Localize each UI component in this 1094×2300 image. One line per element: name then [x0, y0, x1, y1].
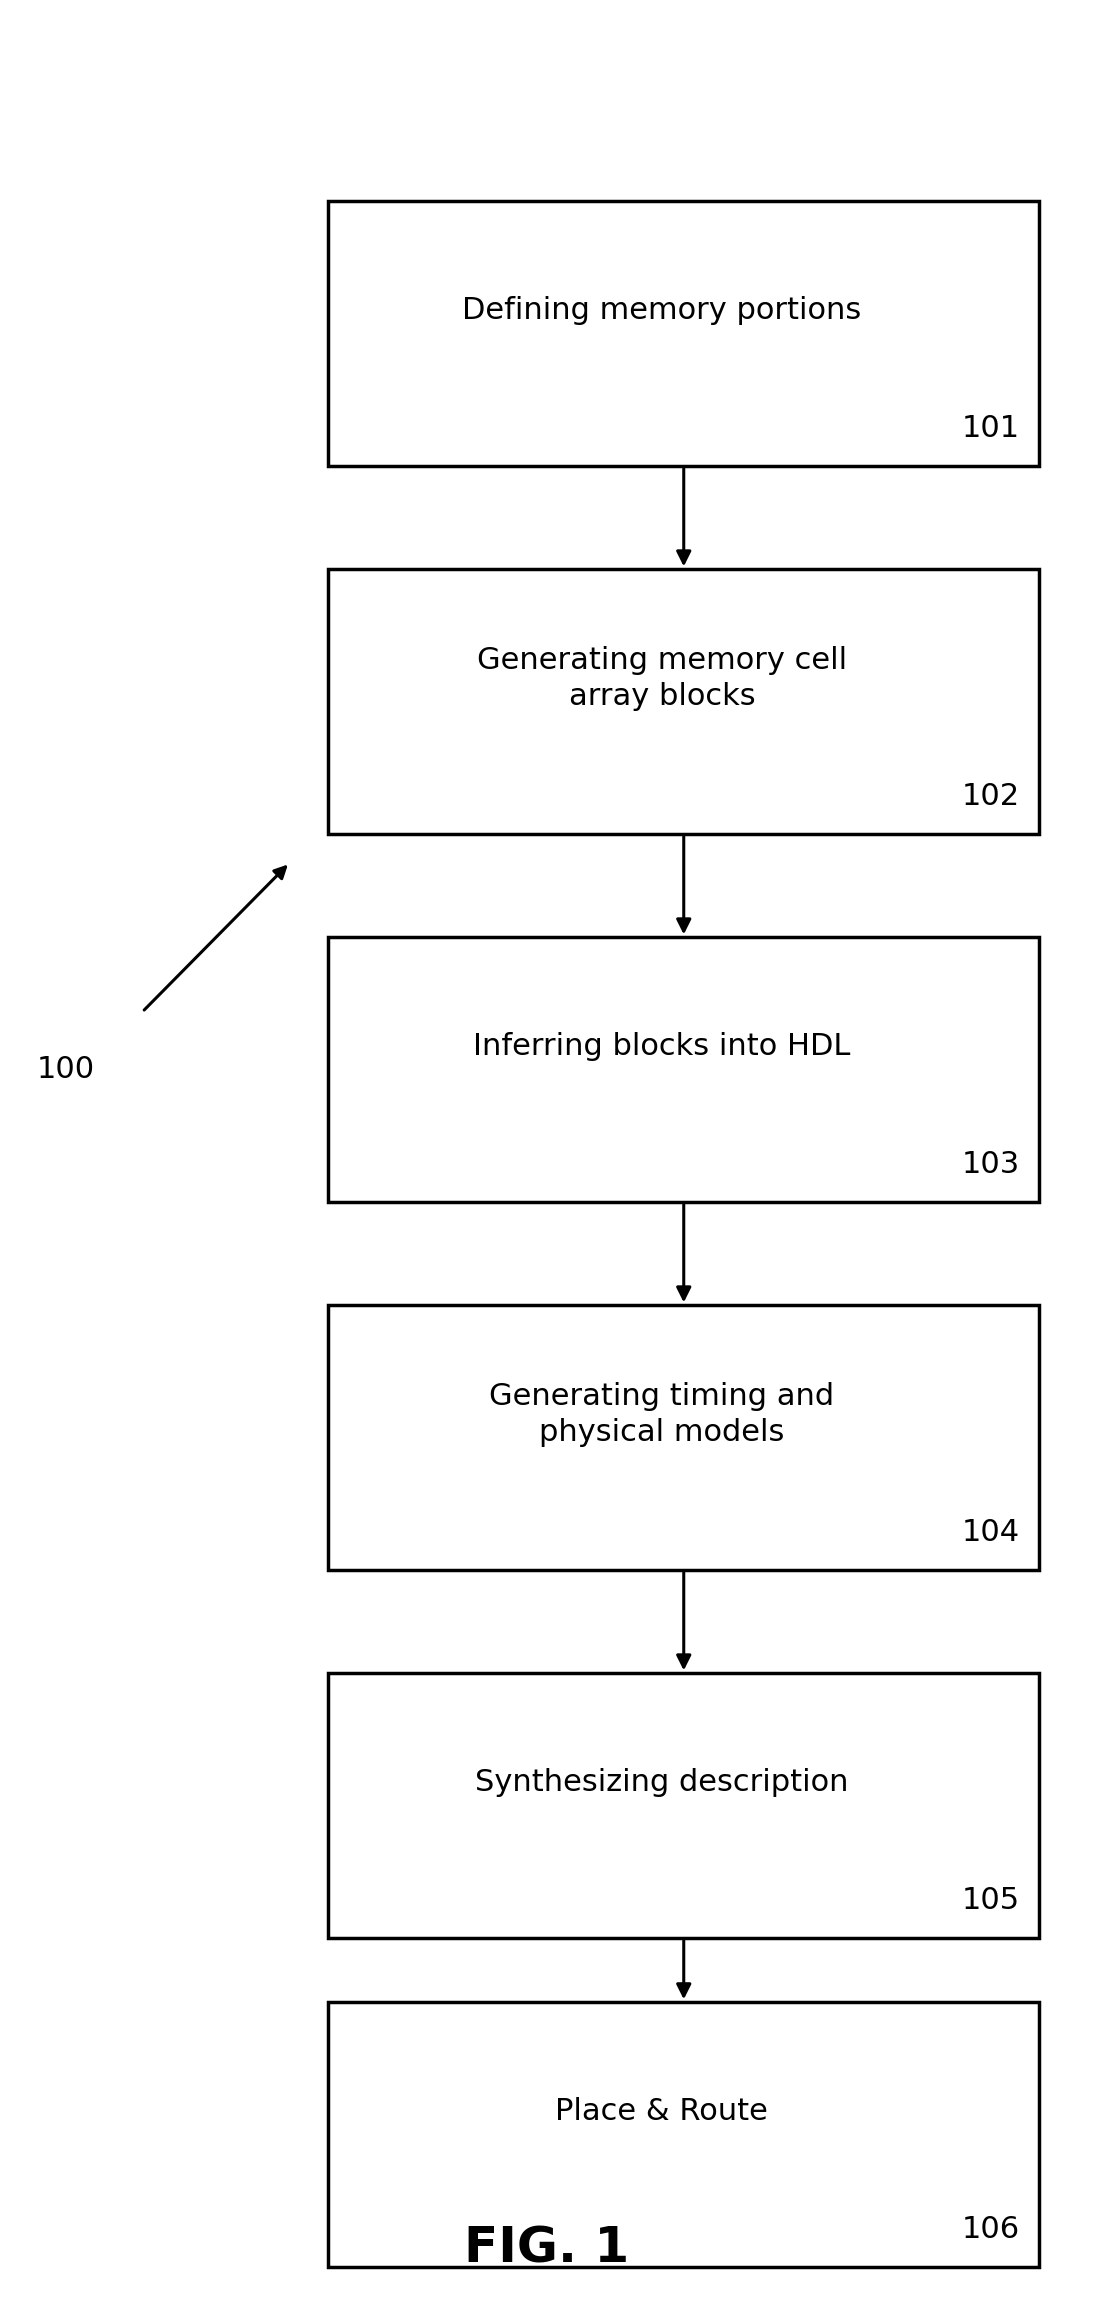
Bar: [328, 2001, 1039, 2268]
Text: FIG. 1: FIG. 1: [464, 2224, 630, 2272]
Bar: [328, 200, 1039, 465]
Text: 101: 101: [962, 414, 1020, 442]
Text: Inferring blocks into HDL: Inferring blocks into HDL: [474, 1033, 850, 1060]
Text: 105: 105: [962, 1886, 1020, 1914]
Bar: [328, 938, 1039, 1201]
Text: 103: 103: [962, 1150, 1020, 1178]
Text: 100: 100: [36, 1056, 95, 1083]
Bar: [328, 1674, 1039, 1937]
Text: Generating memory cell
array blocks: Generating memory cell array blocks: [477, 646, 847, 711]
Text: 104: 104: [962, 1518, 1020, 1546]
Text: Defining memory portions: Defining memory portions: [463, 297, 861, 324]
Text: 106: 106: [962, 2215, 1020, 2245]
Text: Synthesizing description: Synthesizing description: [475, 1769, 849, 1796]
Bar: [328, 1306, 1039, 1569]
Text: 102: 102: [962, 782, 1020, 810]
Text: Place & Route: Place & Route: [556, 2098, 768, 2125]
Bar: [328, 568, 1039, 833]
Text: Generating timing and
physical models: Generating timing and physical models: [489, 1382, 835, 1447]
